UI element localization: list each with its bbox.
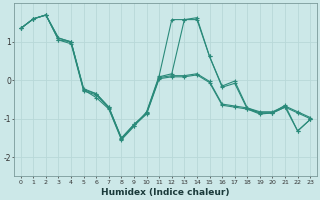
X-axis label: Humidex (Indice chaleur): Humidex (Indice chaleur) bbox=[101, 188, 230, 197]
